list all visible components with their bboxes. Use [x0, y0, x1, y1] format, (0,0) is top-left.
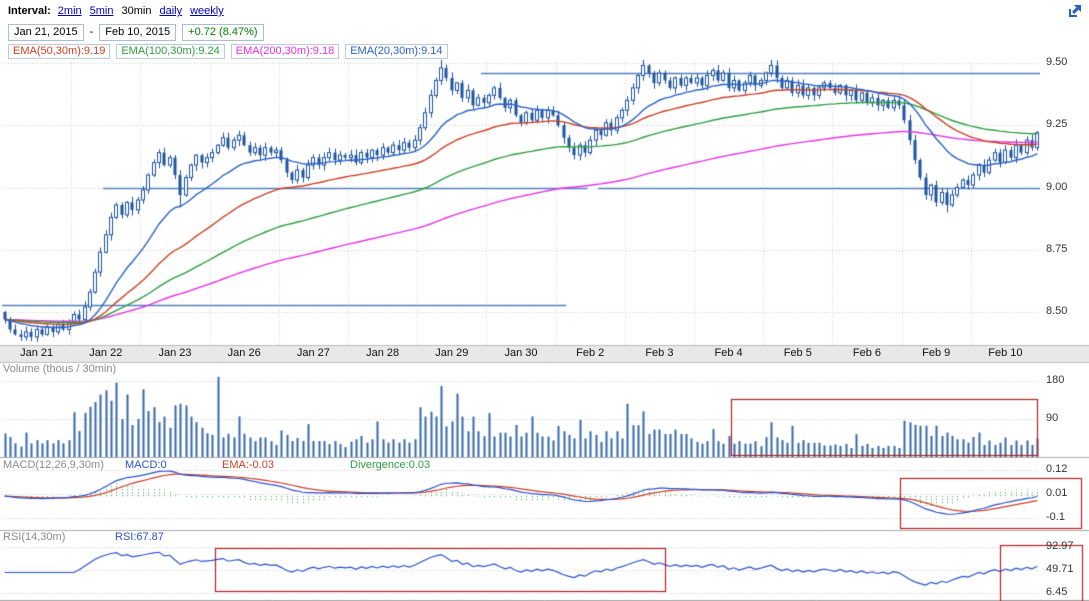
chart-region: Jan 21 Jan 22 Jan 23 Jan 26 Jan 27 Jan 28 Jan …: [0, 56, 1089, 601]
interval-label: Interval:: [8, 5, 51, 17]
date-range-separator: -: [89, 26, 94, 38]
daterange-toolbar: Jan 21, 2015 - Feb 10, 2015 +0.72 (8.47%…: [0, 22, 264, 42]
interval-2min[interactable]: 2min: [57, 5, 82, 17]
popout-arrow-icon: [1069, 5, 1081, 17]
interval-weekly[interactable]: weekly: [190, 5, 224, 17]
price-change-badge: +0.72 (8.47%): [182, 23, 264, 41]
date-from-box[interactable]: Jan 21, 2015: [8, 23, 84, 41]
ema-legend-item-20: EMA(20,30m):9.14: [345, 43, 448, 59]
interval-toolbar: Interval: 2min 5min 30min daily weekly: [0, 0, 1089, 22]
interval-5min[interactable]: 5min: [89, 5, 114, 17]
interval-30min: 30min: [121, 5, 152, 17]
ema-legend: EMA(50,30m):9.19 EMA(100,30m):9.24 EMA(200…: [0, 42, 448, 60]
ema-legend-item-50: EMA(50,30m):9.19: [8, 43, 111, 59]
interval-daily[interactable]: daily: [159, 5, 183, 17]
date-to-box[interactable]: Feb 10, 2015: [99, 23, 177, 41]
ema-legend-item-200: EMA(200,30m):9.18: [230, 43, 340, 59]
popout-button[interactable]: [1067, 3, 1083, 19]
chart-canvas[interactable]: [0, 60, 1089, 601]
ema-legend-item-100: EMA(100,30m):9.24: [116, 43, 225, 59]
interval-options: 2min 5min 30min daily weekly: [58, 5, 224, 17]
